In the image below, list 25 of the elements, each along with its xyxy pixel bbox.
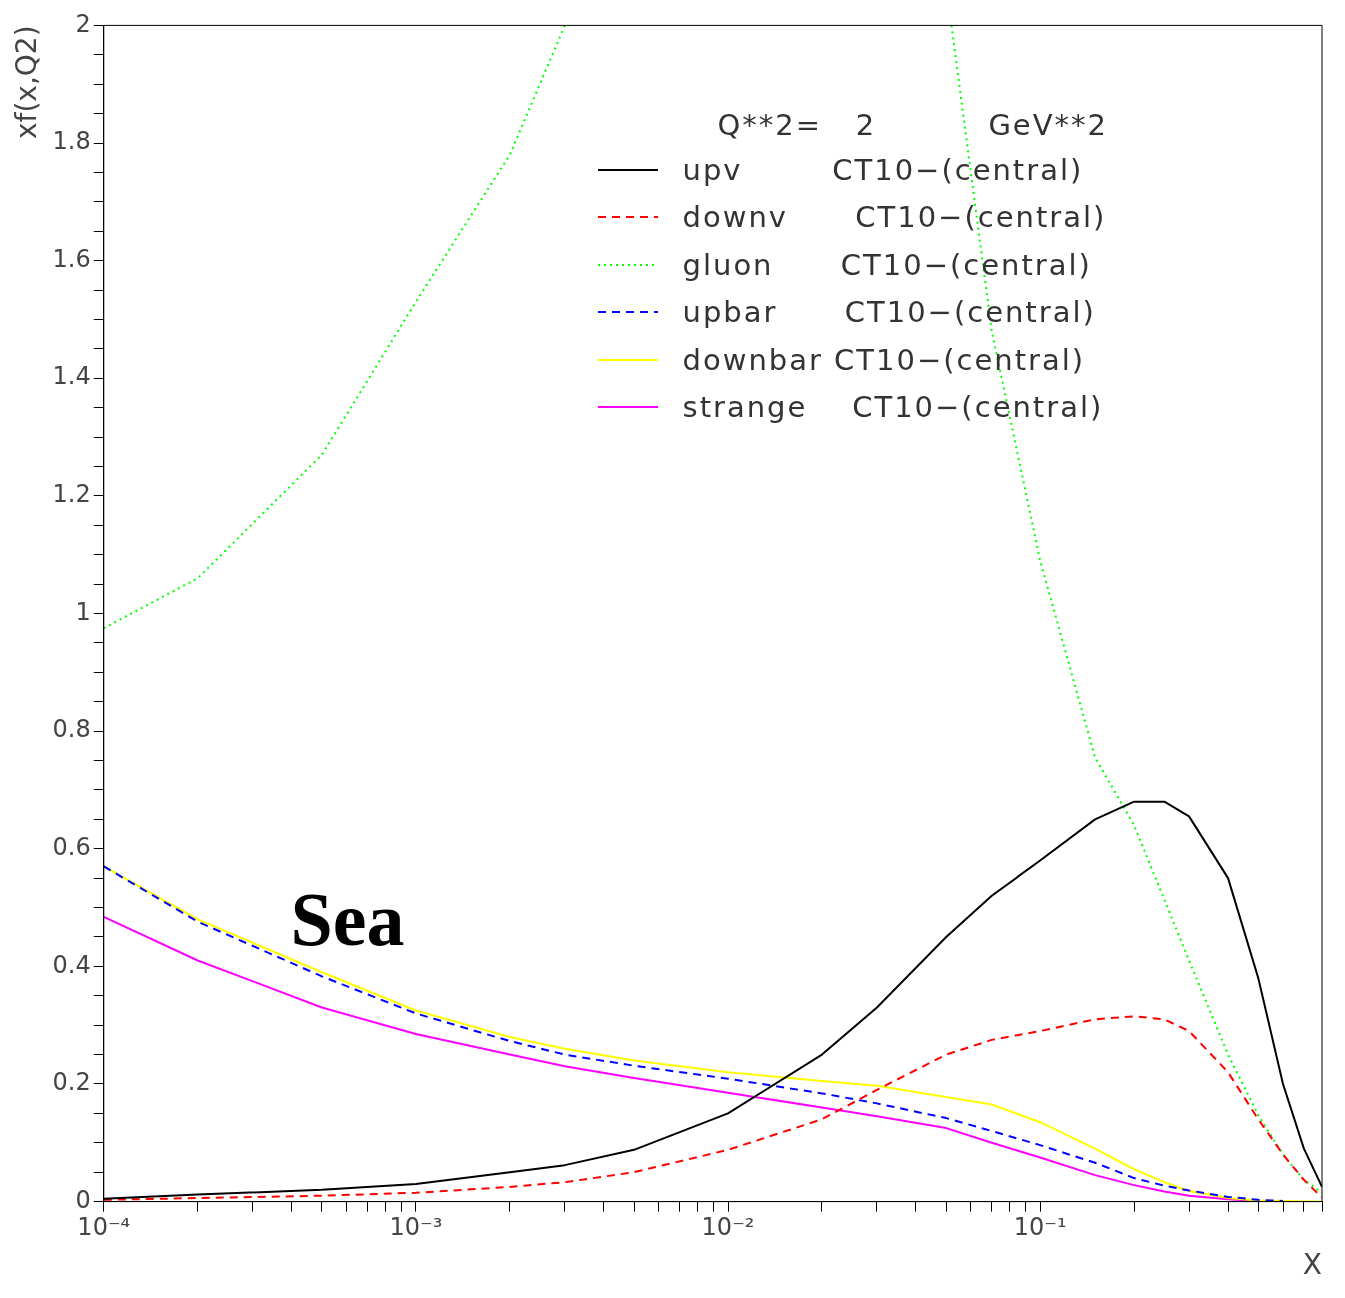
legend-label: strange CT10−(central): [682, 390, 1104, 425]
y-tick-label: 1: [75, 597, 91, 626]
y-tick-label: 1.8: [52, 127, 91, 156]
y-tick-label: 1.4: [52, 362, 91, 391]
legend-label: downv CT10−(central): [682, 200, 1107, 235]
y-tick-label: 0.2: [52, 1068, 91, 1097]
y-tick-label: 0.8: [52, 715, 91, 744]
y-tick-label: 1.6: [52, 244, 91, 273]
legend-label: upbar CT10−(central): [682, 295, 1096, 330]
y-tick-label: 0.4: [52, 950, 91, 979]
y-tick-label: 1.2: [52, 480, 91, 509]
y-tick-label: 2: [75, 9, 91, 38]
x-axis-title: X: [1302, 1248, 1322, 1282]
legend-label: gluon CT10−(central): [682, 247, 1092, 282]
legend-label: downbar CT10−(central): [682, 342, 1086, 377]
x-tick-label: 10⁻¹: [1013, 1213, 1067, 1242]
legend-title: Q**2= 2 GeV**2: [717, 108, 1108, 142]
legend-label: upv CT10−(central): [682, 152, 1084, 187]
y-axis-title: xf(x,Q2): [10, 25, 44, 140]
x-tick-label: 10⁻³: [389, 1213, 443, 1242]
x-tick-label: 10⁻²: [701, 1213, 755, 1242]
x-tick-label: 10⁻⁴: [77, 1213, 131, 1242]
y-tick-label: 0.6: [52, 832, 91, 861]
annotation: Sea: [290, 876, 405, 961]
y-tick-label: 0: [75, 1185, 91, 1214]
